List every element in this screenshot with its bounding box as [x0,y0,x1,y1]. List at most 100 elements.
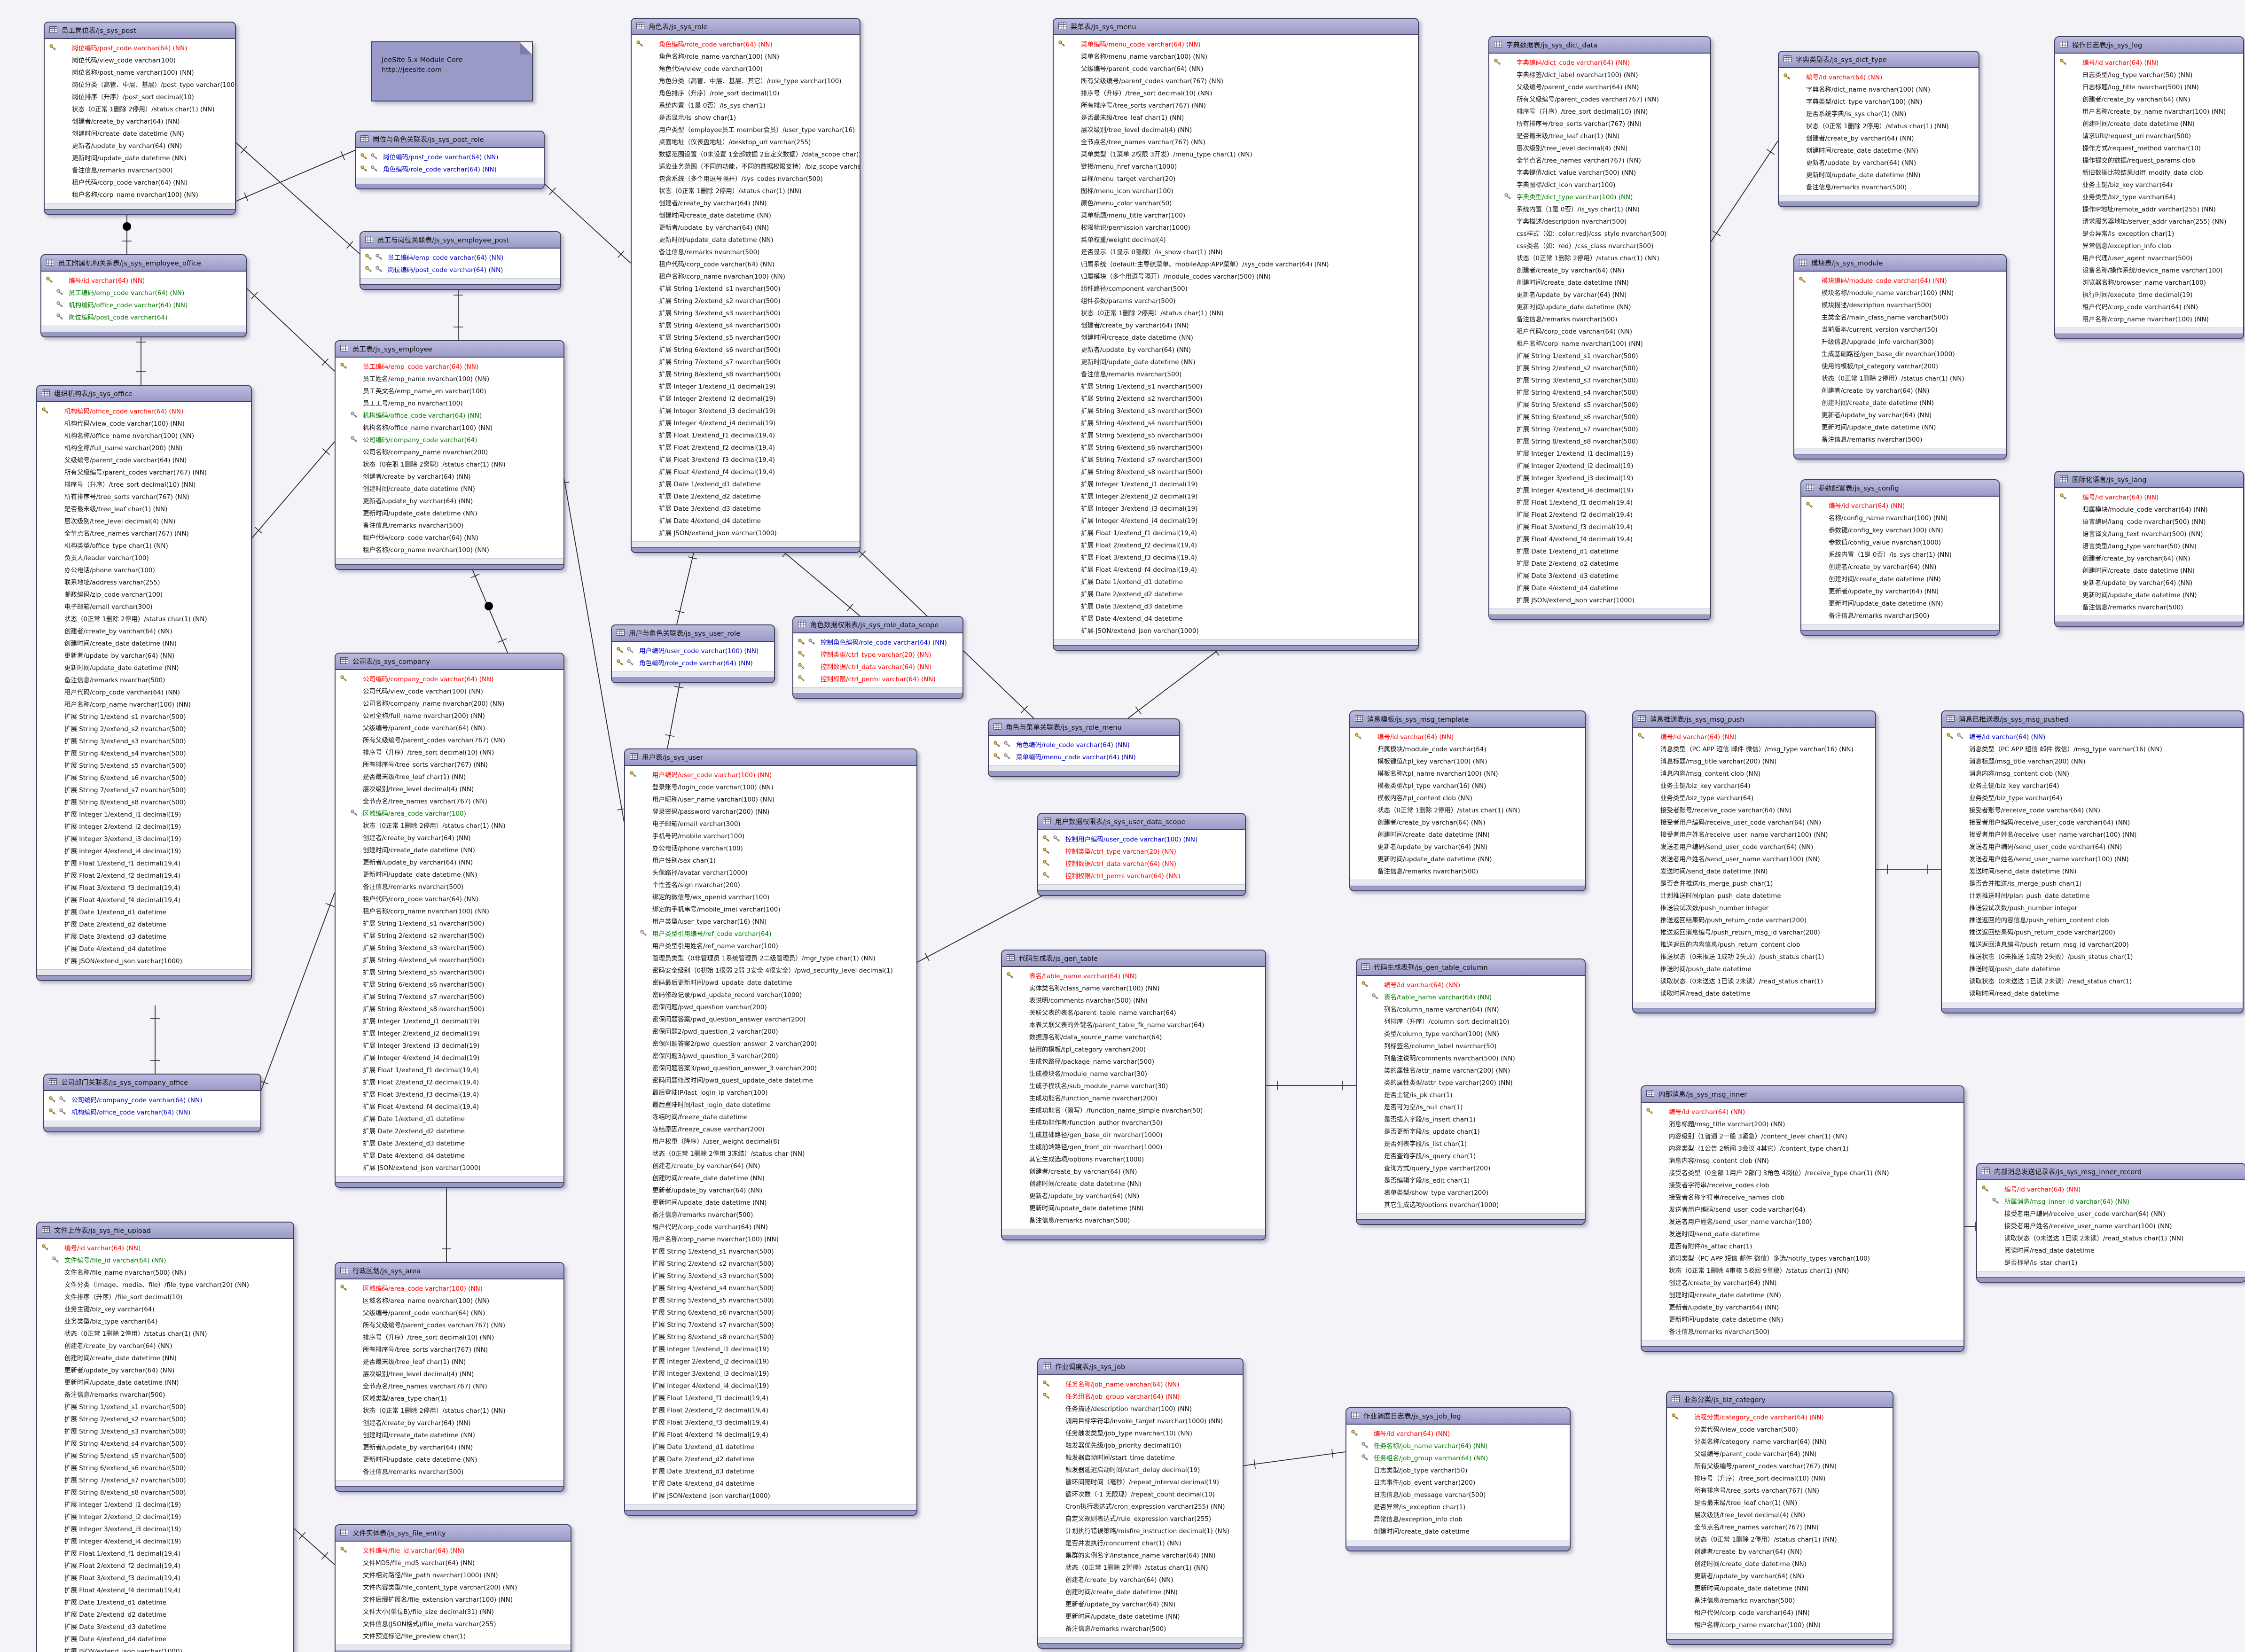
field-row[interactable]: 全节点名/tree_names varchar(767) (NN) [1054,135,1418,148]
field-row[interactable]: 扩展 String 1/extend_s1 nvarchar(500) [37,1400,293,1412]
field-row[interactable]: 扩展 String 3/extend_s3 nvarchar(500) [632,306,860,319]
field-row[interactable]: 扩展 String 3/extend_s3 nvarchar(500) [37,1425,293,1437]
field-row[interactable]: 扩展 JSON/extend_json varchar(1000) [37,1644,293,1652]
field-row[interactable]: 请求URI/request_uri nvarchar(500) [2055,129,2243,141]
field-row[interactable]: 租户代码/corp_code varchar(64) (NN) [336,892,563,904]
field-row[interactable]: 全节点名/tree_names varchar(767) (NN) [336,795,563,807]
table-header-js_sys_dict_data[interactable]: 字典数据表/js_sys_dict_data [1489,37,1710,54]
field-row[interactable]: 扩展 String 5/extend_s5 nvarchar(500) [336,966,563,978]
field-row[interactable]: 分类名称/category_name varchar(64) (NN) [1667,1435,1893,1447]
field-row[interactable]: 模块编码/module_code varchar(64) (NN) [1794,274,2006,286]
field-row[interactable]: 扩展 Date 4/extend_d4 datetime [336,1149,563,1161]
field-row[interactable]: 更新者/update_by varchar(64) (NN) [1054,343,1418,355]
field-row[interactable]: 发送者用户编码/send_user_code varchar(64) (NN) [1942,840,2243,852]
field-row[interactable]: 所有父级编号/parent_codes varchar(767) (NN) [1667,1459,1893,1472]
field-row[interactable]: 扩展 Integer 3/extend_i3 decimal(19) [1054,502,1418,514]
field-row[interactable]: 扩展 Float 2/extend_f2 decimal(19,4) [632,441,860,453]
field-row[interactable]: 发送者用户编码/send_user_code varchar(64) (NN) [1633,840,1875,852]
table-js_sys_dict_type[interactable]: 字典类型表/js_sys_dict_type 编号/id varchar(64) … [1778,51,1979,207]
field-row[interactable]: 租户代码/corp_code varchar(64) (NN) [37,686,251,698]
field-row[interactable]: 密保问题3/pwd_question_3 varchar(200) [625,1049,916,1061]
field-row[interactable]: 是否系统字典/is_sys char(1) (NN) [1779,107,1979,119]
field-row[interactable]: 冻结时间/freeze_date datetime [625,1110,916,1122]
field-row[interactable]: 表单类型/show_type varchar(200) [1357,1186,1585,1198]
field-row[interactable]: 列备注说明/comments nvarchar(500) (NN) [1357,1052,1585,1064]
field-row[interactable]: 语言译文/lang_text nvarchar(500) (NN) [2055,527,2243,539]
field-row[interactable]: 日志标题/log_title nvarchar(500) (NN) [2055,80,2243,93]
field-row[interactable]: 创建者/create_by varchar(64) (NN) [1801,560,1999,572]
field-row[interactable]: 员工编码/emp_code varchar(64) (NN) [360,251,560,263]
field-row[interactable]: 扩展 Date 1/extend_d1 datetime [336,1112,563,1124]
table-js_sys_user[interactable]: 用户表/js_sys_user 用户编码/user_code varchar(10… [624,748,917,1516]
field-row[interactable]: 所有排序号/tree_sorts varchar(767) (NN) [1489,117,1710,129]
field-row[interactable]: 扩展 Float 4/extend_f4 decimal(19,4) [632,465,860,477]
field-row[interactable]: 所有排序号/tree_sorts varchar(767) (NN) [336,1343,563,1355]
table-header-js_sys_role_data_scope[interactable]: 角色数据权限表/js_sys_role_data_scope [793,617,962,633]
field-row[interactable]: 扩展 Integer 1/extend_i1 decimal(19) [1489,447,1710,459]
field-row[interactable]: 循环次数（-1 无限现）/repeat_count decimal(10) [1038,1488,1243,1500]
field-row[interactable]: 扩展 Date 2/extend_d2 datetime [37,918,251,930]
field-row[interactable]: 操作方式/request_method varchar(10) [2055,141,2243,154]
field-row[interactable]: 读取状态（0未送达 1已读 2未读）/read_status char(1) (… [1977,1231,2245,1244]
field-row[interactable]: 业务类型/biz_type varchar(64) [1942,791,2243,803]
field-row[interactable]: 模板内容/tpl_content clob (NN) [1350,791,1585,803]
field-row[interactable]: 推送尝试次数/push_number integer [1942,901,2243,913]
field-row[interactable]: 模板名称/tpl_name nvarchar(100) (NN) [1350,767,1585,779]
field-row[interactable]: 所有父级编号/parent_codes varchar(767) (NN) [336,1318,563,1331]
field-row[interactable]: 扩展 String 2/extend_s2 nvarchar(500) [37,1412,293,1425]
field-row[interactable]: 更新时间/update_date datetime (NN) [336,1453,563,1465]
field-row[interactable]: 机构名称/office_name nvarchar(100) (NN) [37,429,251,441]
field-row[interactable]: 更新者/update_by varchar(64) (NN) [37,649,251,661]
field-row[interactable]: 全节点名/tree_names varchar(767) (NN) [1489,154,1710,166]
field-row[interactable]: 密码最后更新时间/pwd_update_date datetime [625,976,916,988]
field-row[interactable]: 岗位代码/view_code varchar(100) [45,54,235,66]
field-row[interactable]: 所有父级编号/parent_codes varchar(767) (NN) [1054,74,1418,86]
field-row[interactable]: 扩展 Date 1/extend_d1 datetime [37,1596,293,1608]
table-header-js_sys_user_data_scope[interactable]: 用户数据权限表/js_sys_user_data_scope [1038,814,1245,830]
field-row[interactable]: 扩展 Float 4/extend_f4 decimal(19,4) [625,1428,916,1440]
field-row[interactable]: 扩展 JSON/extend_json varchar(1000) [37,954,251,966]
field-row[interactable]: 控制类型/ctrl_type varchar(20) (NN) [793,648,962,660]
field-row[interactable]: 归属系统（default:主导航菜单、mobileApp:APP菜单）/sys_… [1054,257,1418,270]
field-row[interactable]: 扩展 Integer 3/extend_i3 decimal(19) [625,1367,916,1379]
field-row[interactable]: 密码安全级别（0初始 1很弱 2弱 3安全 4很安全）/pwd_security… [625,964,916,976]
field-row[interactable]: 扩展 String 1/extend_s1 nvarchar(500) [625,1245,916,1257]
field-row[interactable]: 用户类型/user_type varchar(16) (NN) [625,915,916,927]
table-js_sys_role_menu[interactable]: 角色与菜单关联表/js_sys_role_menu 角色编码/role_code … [988,718,1180,777]
table-js_sys_file_entity[interactable]: 文件实体表/js_sys_file_entity 文件编号/file_id var… [335,1524,571,1652]
field-row[interactable]: 查询方式/query_type varchar(200) [1357,1161,1585,1174]
field-row[interactable]: 状态（0正常 1删除 2停用）/status char(1) (NN) [632,184,860,196]
field-row[interactable]: 扩展 String 4/extend_s4 nvarchar(500) [632,319,860,331]
field-row[interactable]: 发送者用户姓名/send_user_name varchar(100) (NN) [1942,852,2243,865]
field-row[interactable]: 计划执行错误策略/misfire_instruction decimal(1) … [1038,1524,1243,1536]
field-row[interactable]: 编号/id varchar(64) (NN) [1977,1183,2245,1195]
field-row[interactable]: 扩展 Integer 2/extend_i2 decimal(19) [336,1027,563,1039]
field-row[interactable]: 内容级别（1普通 2一般 3紧急）/content_level char(1) … [1642,1130,1963,1142]
field-row[interactable]: 所有排序号/tree_sorts varchar(767) (NN) [37,490,251,502]
field-row[interactable]: 绑定的微信号/wx_openid varchar(100) [625,890,916,903]
field-row[interactable]: 扩展 String 8/extend_s8 nvarchar(500) [1489,435,1710,447]
field-row[interactable]: 扩展 JSON/extend_json varchar(1000) [1054,624,1418,636]
field-row[interactable]: 备注信息/remarks nvarchar(500) [1054,367,1418,380]
field-row[interactable]: 编号/id varchar(64) (NN) [1350,730,1585,742]
field-row[interactable]: 所有排序号/tree_sorts varchar(767) (NN) [336,758,563,770]
field-row[interactable]: 扩展 Integer 4/extend_i4 decimal(19) [1489,483,1710,496]
field-row[interactable]: 控制权限/ctrl_permi varchar(64) (NN) [1038,869,1245,881]
table-js_sys_user_role[interactable]: 用户与角色关联表/js_sys_user_role 用户编码/user_code … [611,624,775,683]
field-row[interactable]: 用户编码/user_code varchar(100) (NN) [612,644,774,656]
field-row[interactable]: 接受者用户编码/receive_user_code varchar(64) (N… [1633,816,1875,828]
field-row[interactable]: 异常信息/exception_info clob [1346,1512,1570,1525]
field-row[interactable]: 文件MD5/file_md5 varchar(64) (NN) [336,1556,571,1568]
field-row[interactable]: 扩展 String 1/extend_s1 nvarchar(500) [37,710,251,722]
table-js_sys_user_data_scope[interactable]: 用户数据权限表/js_sys_user_data_scope 控制用户编码/use… [1037,813,1246,896]
field-row[interactable]: 扩展 Integer 1/extend_i1 decimal(19) [37,1498,293,1510]
field-row[interactable]: 扩展 Float 3/extend_f3 decimal(19,4) [625,1416,916,1428]
field-row[interactable]: 消息标题/msg_title varchar(200) (NN) [1642,1117,1963,1130]
field-row[interactable]: 备注信息/remarks nvarchar(500) [37,673,251,686]
field-row[interactable]: 员工姓名/emp_name nvarchar(100) (NN) [336,372,563,384]
field-row[interactable]: 扩展 String 4/extend_s4 nvarchar(500) [625,1281,916,1294]
field-row[interactable]: 创建者/create_by varchar(64) (NN) [2055,93,2243,105]
field-row[interactable]: 扩展 Float 1/extend_f1 decimal(19,4) [632,429,860,441]
field-row[interactable]: 扩展 Date 3/extend_d3 datetime [336,1137,563,1149]
field-row[interactable]: 是否并发执行/concurrent char(1) (NN) [1038,1536,1243,1549]
